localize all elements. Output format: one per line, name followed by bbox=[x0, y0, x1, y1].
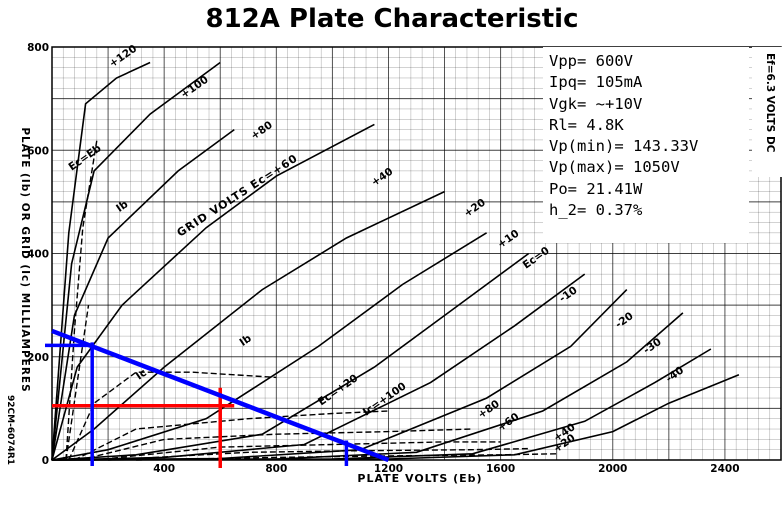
curve-label: Ic=+100 bbox=[361, 380, 409, 418]
curve-label: -30 bbox=[641, 336, 663, 357]
x-tick-label: 1200 bbox=[374, 463, 403, 475]
load-line bbox=[51, 328, 390, 463]
grid-curve bbox=[74, 410, 389, 461]
curve-label: +20 bbox=[462, 197, 488, 220]
plate-curve bbox=[51, 374, 740, 461]
y-axis-label: PLATE (Ib) OR GRID (Ic) MILLIAMPERES bbox=[19, 127, 31, 392]
curve-label: Ec=0 bbox=[521, 245, 552, 272]
plate-curve bbox=[51, 123, 375, 461]
spec-vpp: Vpp= 600V bbox=[549, 52, 633, 70]
load-line-overlay bbox=[45, 328, 390, 468]
x-tick-label: 2400 bbox=[710, 463, 739, 475]
grid-curve bbox=[68, 371, 277, 461]
spec-vp-min: Vp(min)= 143.33V bbox=[549, 137, 699, 156]
curve-label: +10 bbox=[495, 228, 521, 251]
grid-curve bbox=[136, 453, 557, 461]
plate-curve bbox=[51, 61, 221, 461]
grid-curve bbox=[65, 304, 90, 461]
y-tick-labels: 0 200 400 600 800 bbox=[27, 42, 49, 467]
curve-label: +60 bbox=[495, 411, 521, 434]
spec-h2: h_2= 0.37% bbox=[549, 201, 643, 220]
curve-label: Ec=Eb bbox=[66, 142, 103, 173]
x-tick-labels: 400 800 1200 1600 2000 2400 bbox=[153, 463, 739, 475]
chart-title: 812A Plate Characteristic bbox=[205, 4, 579, 34]
curve-label: Ec=+20 bbox=[316, 372, 360, 408]
y-tick-label: 0 bbox=[42, 455, 49, 467]
y-tick-label: 400 bbox=[27, 249, 49, 261]
filament-note: Ef=6.3 VOLTS DC bbox=[764, 53, 776, 153]
y-tick-label: 600 bbox=[27, 145, 49, 157]
x-axis-label: PLATE VOLTS (Eb) bbox=[357, 472, 482, 485]
plot-frame bbox=[51, 46, 782, 461]
curve-label: +100 bbox=[179, 74, 211, 101]
grid-curve bbox=[65, 139, 98, 461]
grid-volts-label: GRID VOLTS Ec=+60 bbox=[175, 152, 301, 240]
spec-ipq: Ipq= 105mA bbox=[549, 73, 643, 92]
x-tick-label: 800 bbox=[265, 463, 287, 475]
y-tick-label: 200 bbox=[27, 352, 49, 364]
x-tick-label: 1600 bbox=[486, 463, 515, 475]
curve-label: +80 bbox=[249, 119, 275, 142]
y-tick-label: 800 bbox=[27, 42, 49, 54]
plate-curve bbox=[51, 61, 151, 461]
x-tick-label: 400 bbox=[153, 463, 175, 475]
curve-label: -40 bbox=[664, 364, 686, 385]
spec-vp-max: Vp(max)= 1050V bbox=[549, 158, 680, 177]
filament-note-box: Ef=6.3 VOLTS DC bbox=[752, 47, 782, 177]
plate-curve bbox=[51, 128, 235, 461]
grid-curve bbox=[94, 441, 501, 461]
spec-po: Po= 21.41W bbox=[549, 179, 643, 198]
specs-box: Vpp= 600V Ipq= 105mA Vgk= ~+10V Rl= 4.8K… bbox=[543, 47, 749, 243]
spec-vgk: Vgk= ~+10V bbox=[549, 94, 643, 113]
curve-label: -10 bbox=[557, 284, 579, 305]
x-tick-label: 2000 bbox=[598, 463, 627, 475]
plate-curve bbox=[51, 232, 488, 461]
curve-label: +40 bbox=[369, 166, 395, 189]
corner-note: 92CM-6074R1 bbox=[5, 395, 15, 465]
grid-curve bbox=[79, 428, 473, 461]
curve-label: -20 bbox=[613, 310, 635, 331]
spec-rl: Rl= 4.8K bbox=[549, 115, 624, 134]
plate-curve bbox=[51, 252, 530, 461]
plate-curve bbox=[51, 190, 445, 461]
